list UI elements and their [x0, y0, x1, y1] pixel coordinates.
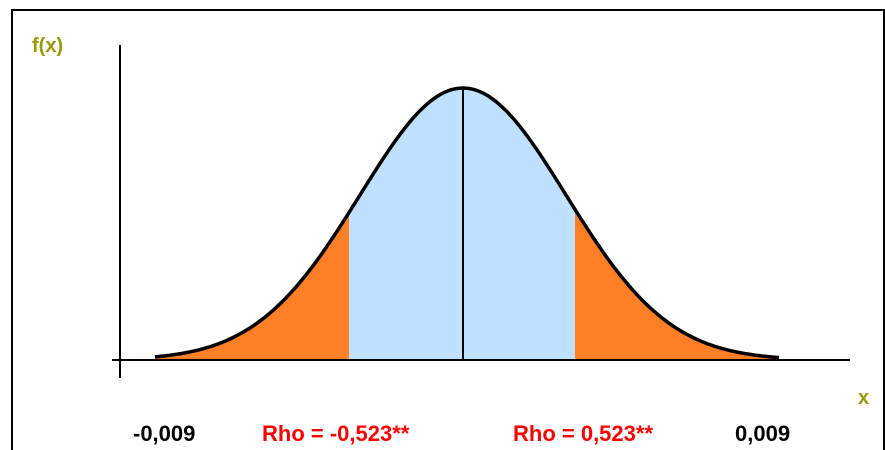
y-axis-label: f(x) [32, 35, 63, 57]
x-axis-label: x [858, 387, 869, 409]
critical-value-label: -0,009 [133, 421, 195, 446]
right-tail-area [575, 209, 779, 360]
rho-label: Rho = 0,523** [513, 421, 653, 446]
density-curve [154, 86, 780, 360]
left-tail-area [155, 212, 349, 360]
critical-value-label: 0,009 [735, 421, 790, 446]
rho-label: Rho = -0,523** [262, 421, 410, 446]
